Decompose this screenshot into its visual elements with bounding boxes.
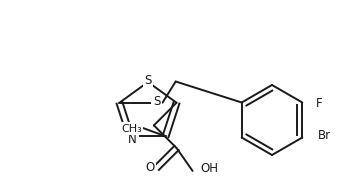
Text: CH₃: CH₃ [121, 124, 142, 134]
Text: S: S [153, 95, 160, 108]
Text: S: S [144, 74, 152, 86]
Text: Br: Br [318, 129, 331, 142]
Text: OH: OH [201, 162, 218, 175]
Text: F: F [316, 97, 323, 110]
Text: N: N [128, 133, 137, 146]
Text: O: O [145, 161, 154, 174]
